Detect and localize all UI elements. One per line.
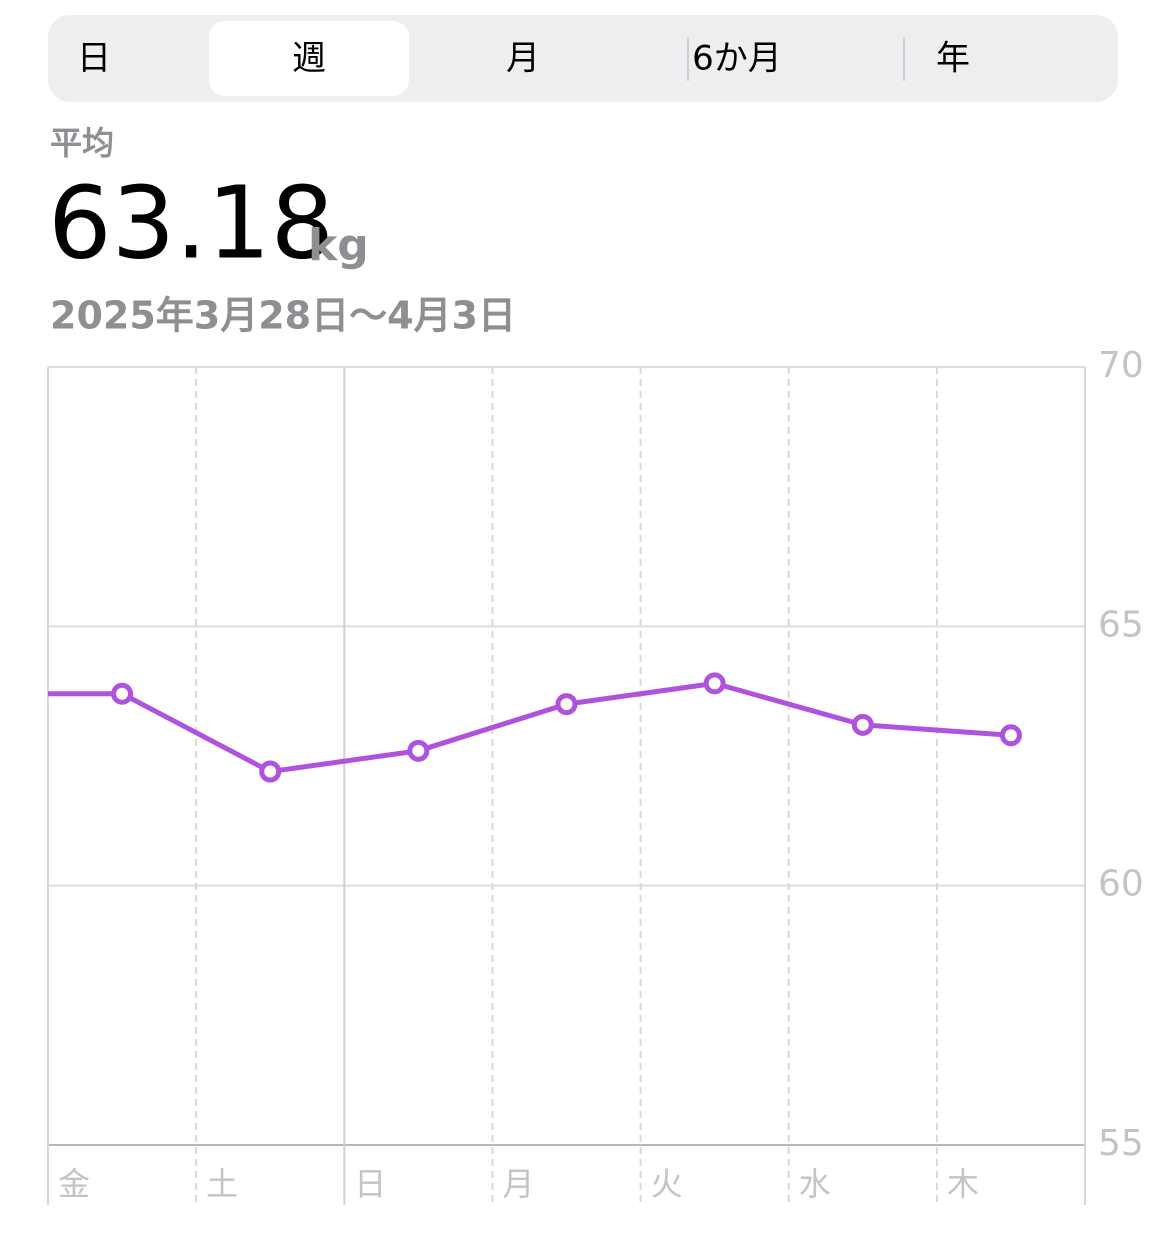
point bbox=[851, 713, 874, 736]
date-range: 2025年3月28日～4月3日 bbox=[50, 294, 516, 338]
segment-label[interactable]: 年 bbox=[936, 39, 970, 79]
x-tick-label: 金 bbox=[58, 1165, 90, 1203]
point bbox=[407, 739, 430, 762]
x-tick-label: 月 bbox=[502, 1165, 534, 1203]
y-tick-label: 70 bbox=[1098, 345, 1144, 386]
point bbox=[111, 682, 134, 705]
x-tick-label: 日 bbox=[354, 1165, 386, 1203]
point bbox=[703, 672, 726, 695]
segment-label[interactable]: 月 bbox=[506, 39, 540, 79]
point bbox=[555, 693, 578, 716]
y-tick-label: 55 bbox=[1098, 1123, 1144, 1164]
summary-unit: kg bbox=[308, 220, 369, 271]
segment-label[interactable]: 週 bbox=[292, 39, 326, 79]
summary-value: 63.18 bbox=[48, 164, 334, 281]
x-tick-label: 水 bbox=[799, 1165, 831, 1203]
point bbox=[259, 760, 282, 783]
segment-selected[interactable] bbox=[209, 21, 409, 96]
x-tick-label: 土 bbox=[206, 1165, 238, 1203]
summary-label: 平均 bbox=[50, 124, 114, 162]
segment-label[interactable]: 6か月 bbox=[692, 39, 782, 79]
segment-label[interactable]: 日 bbox=[77, 39, 111, 79]
y-tick-label: 60 bbox=[1098, 864, 1144, 905]
x-tick-label: 木 bbox=[947, 1165, 979, 1203]
point bbox=[999, 724, 1022, 747]
y-tick-label: 65 bbox=[1098, 604, 1144, 645]
x-tick-label: 火 bbox=[651, 1165, 683, 1203]
